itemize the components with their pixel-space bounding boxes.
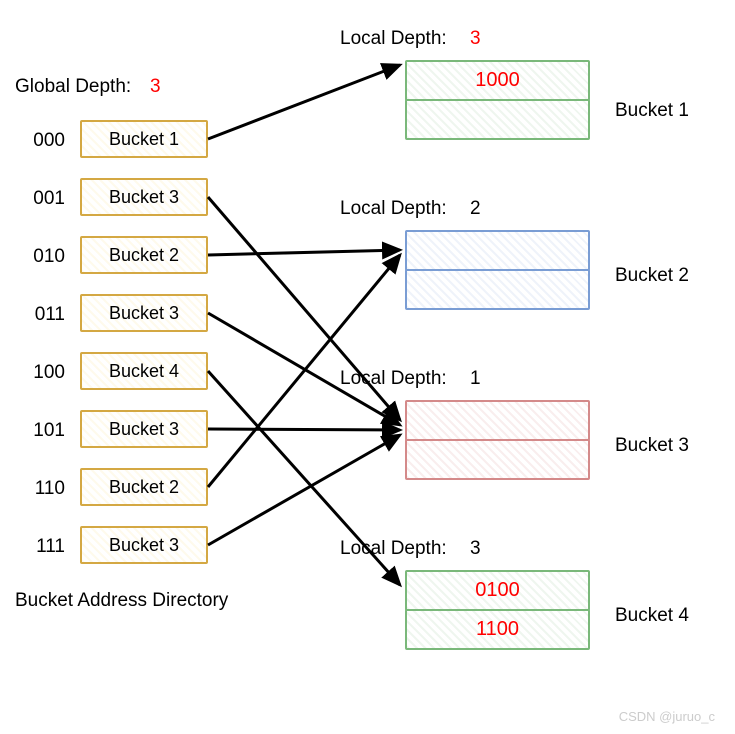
bucket1-row-0-value: 1000 xyxy=(475,69,520,92)
dir-cell-000: Bucket 1 xyxy=(80,120,208,158)
bucket2-box xyxy=(405,230,590,310)
bucket4-name-label: Bucket 4 xyxy=(615,605,689,627)
dir-cell-110: Bucket 2 xyxy=(80,468,208,506)
bucket1-box: 1000 xyxy=(405,60,590,140)
bucket1-name-label: Bucket 1 xyxy=(615,100,689,122)
bucket1-row-1 xyxy=(405,99,590,140)
bucket2-local-depth-label: Local Depth: xyxy=(340,198,447,220)
dir-index-010: 010 xyxy=(15,246,65,268)
dir-cell-101: Bucket 3 xyxy=(80,410,208,448)
bucket3-local-depth-label: Local Depth: xyxy=(340,368,447,390)
bucket4-row-1-value: 1100 xyxy=(476,618,519,641)
bucket2-row-0 xyxy=(405,230,590,271)
dir-cell-010: Bucket 2 xyxy=(80,236,208,274)
dir-index-000: 000 xyxy=(15,130,65,152)
bucket4-local-depth-label: Local Depth: xyxy=(340,538,447,560)
bucket4-box: 0100 1100 xyxy=(405,570,590,650)
arrow-7 xyxy=(208,435,400,545)
bucket4-row-1: 1100 xyxy=(405,609,590,650)
bucket3-local-depth-value: 1 xyxy=(470,368,481,390)
dir-index-101: 101 xyxy=(15,420,65,442)
bucket1-local-depth-value: 3 xyxy=(470,28,481,50)
dir-index-011: 011 xyxy=(15,304,65,326)
bucket1-local-depth-label: Local Depth: xyxy=(340,28,447,50)
bucket2-row-1 xyxy=(405,269,590,310)
directory-caption: Bucket Address Directory xyxy=(15,590,228,612)
bucket3-name-label: Bucket 3 xyxy=(615,435,689,457)
dir-cell-011: Bucket 3 xyxy=(80,294,208,332)
dir-cell-111: Bucket 3 xyxy=(80,526,208,564)
arrow-5 xyxy=(208,429,400,430)
bucket1-row-0: 1000 xyxy=(405,60,590,101)
dir-index-100: 100 xyxy=(15,362,65,384)
bucket2-local-depth-value: 2 xyxy=(470,198,481,220)
dir-index-001: 001 xyxy=(15,188,65,210)
bucket3-row-1 xyxy=(405,439,590,480)
watermark: CSDN @juruo_c xyxy=(619,709,715,724)
bucket4-local-depth-value: 3 xyxy=(470,538,481,560)
arrow-0 xyxy=(208,65,400,139)
arrow-2 xyxy=(208,250,400,255)
dir-index-110: 110 xyxy=(15,478,65,500)
dir-cell-001: Bucket 3 xyxy=(80,178,208,216)
dir-cell-100: Bucket 4 xyxy=(80,352,208,390)
global-depth-value: 3 xyxy=(150,76,161,98)
bucket3-box xyxy=(405,400,590,480)
bucket4-row-0-value: 0100 xyxy=(475,579,520,602)
bucket3-row-0 xyxy=(405,400,590,441)
global-depth-label: Global Depth: xyxy=(15,76,131,98)
bucket4-row-0: 0100 xyxy=(405,570,590,611)
bucket2-name-label: Bucket 2 xyxy=(615,265,689,287)
dir-index-111: 111 xyxy=(15,536,65,558)
